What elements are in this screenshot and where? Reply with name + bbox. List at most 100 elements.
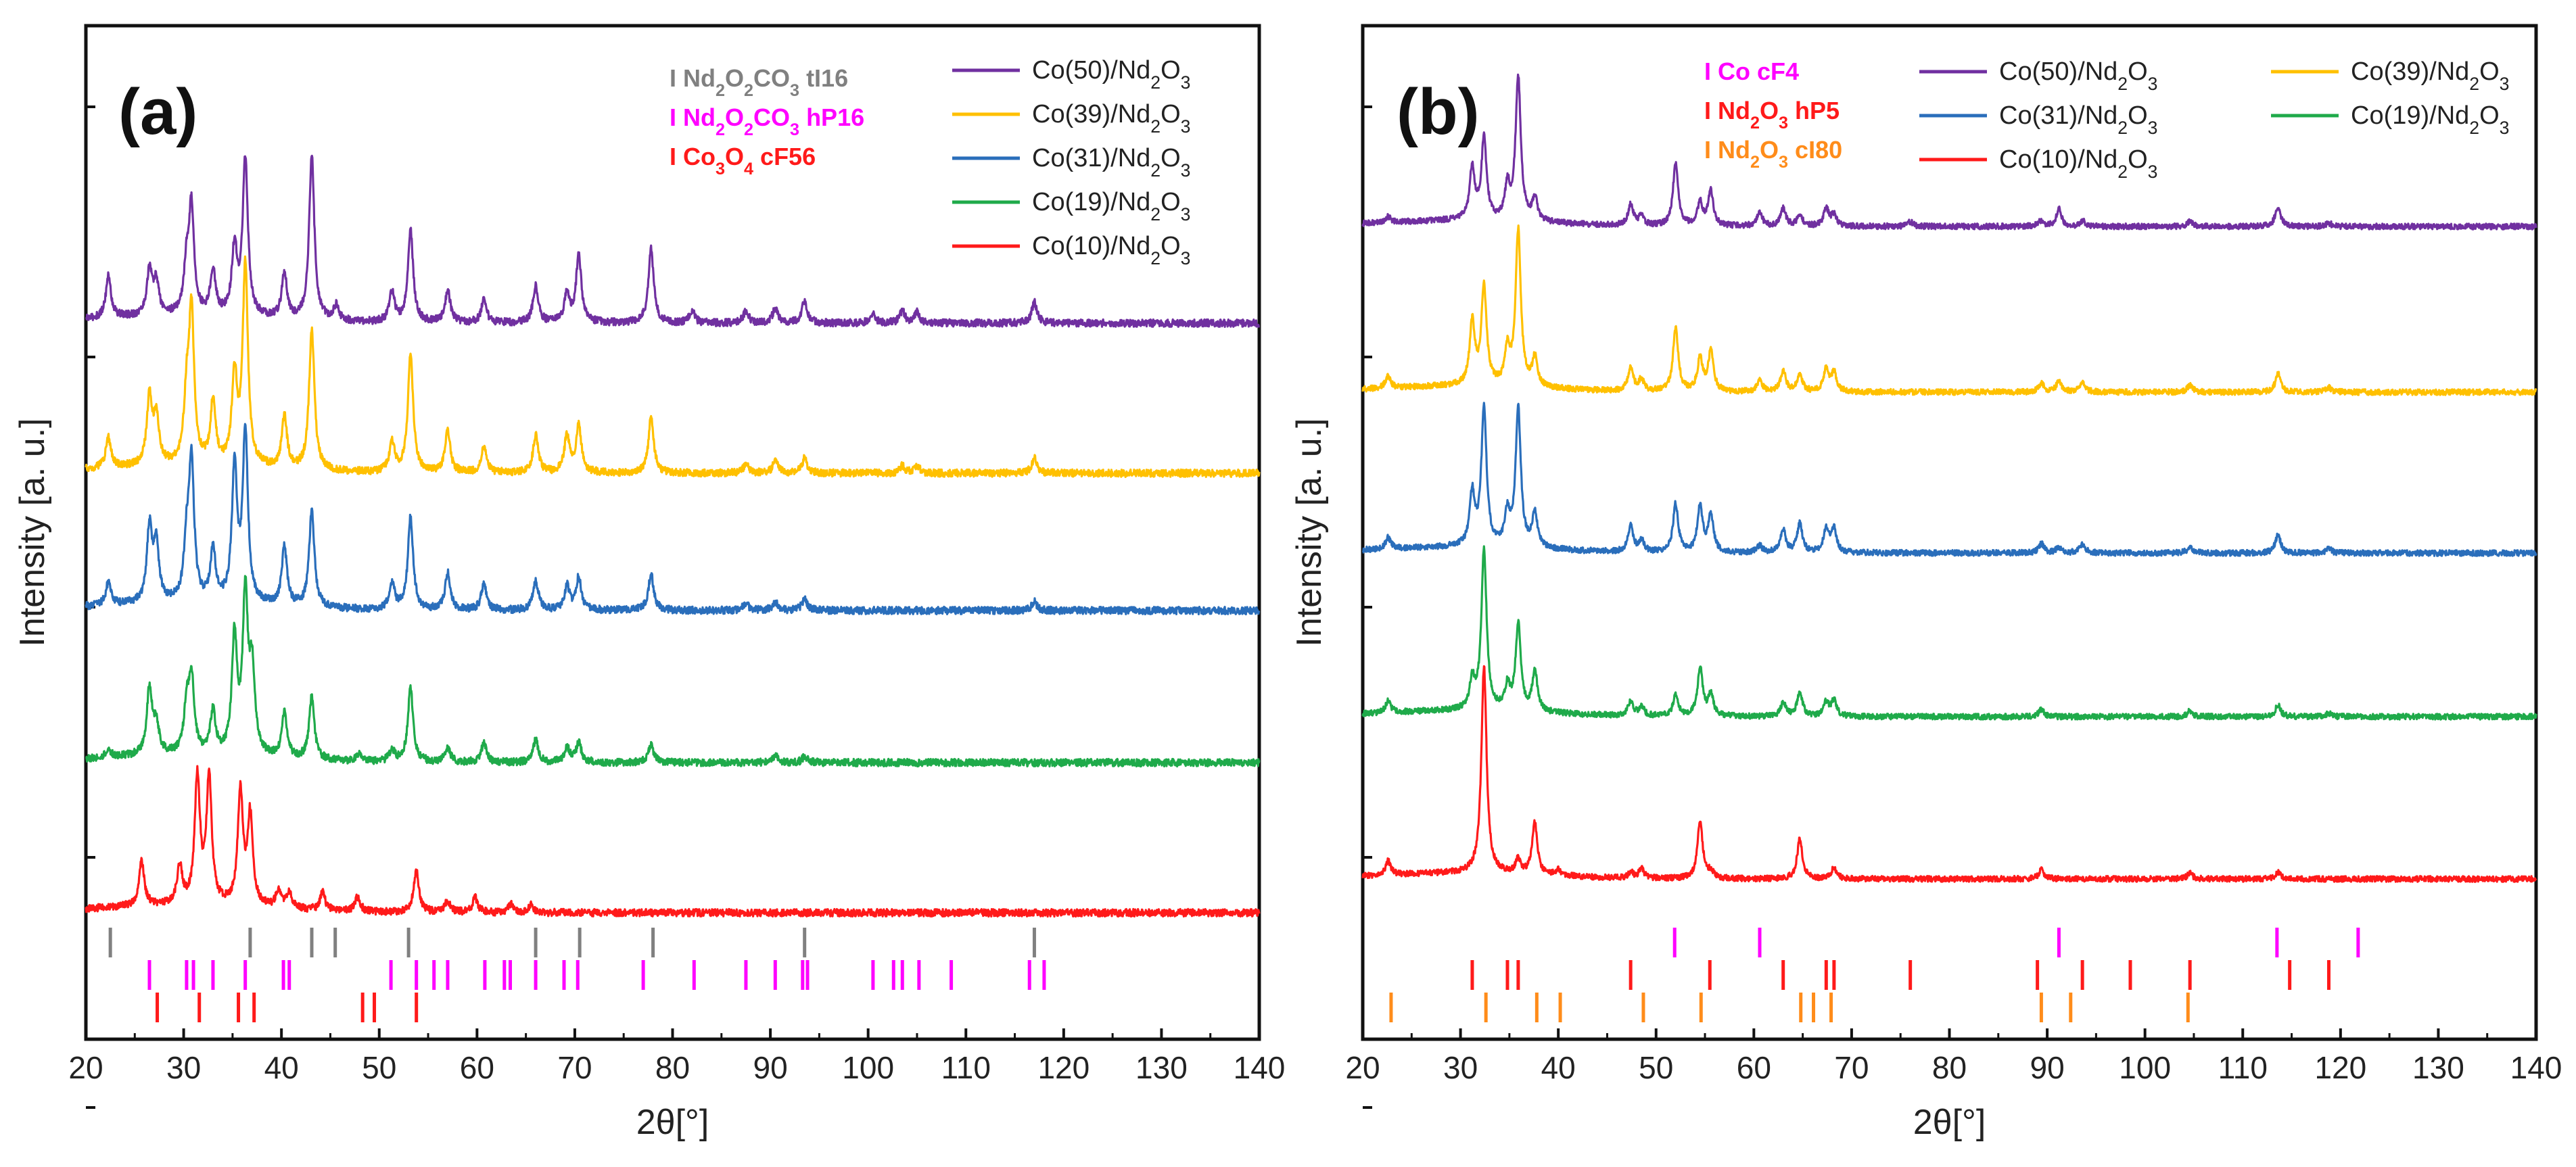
legend-label-part: Co(39)/Nd bbox=[2351, 57, 2469, 86]
series-line-2 bbox=[85, 423, 1261, 616]
reference-legend-2: I Nd2O3 cI80 bbox=[1704, 136, 1842, 172]
reference-legend-1-part: I Nd bbox=[1704, 97, 1750, 124]
x-tick-label: 120 bbox=[2314, 1050, 2366, 1085]
x-tick-label: 140 bbox=[2510, 1050, 2562, 1085]
reference-legend-1-part: CO bbox=[753, 103, 790, 131]
reference-legend-0-part: tI16 bbox=[799, 64, 848, 92]
x-axis-title: 2θ[°] bbox=[636, 1103, 709, 1142]
reference-legend-0-part: O bbox=[725, 64, 744, 92]
legend-label-part: 3 bbox=[1181, 116, 1191, 137]
x-tick-label: 130 bbox=[2412, 1050, 2464, 1085]
legend-label-part: O bbox=[1161, 188, 1181, 216]
reference-legend-0: I Nd2O2CO3 tI16 bbox=[670, 64, 848, 100]
reference-legend-0-part: CO bbox=[753, 64, 790, 92]
legend-label-part: O bbox=[2479, 101, 2500, 130]
x-tick-label: 90 bbox=[753, 1050, 787, 1085]
series-line-4 bbox=[85, 765, 1261, 918]
x-axis: 20 30 40 50 60 70 80 90 100 110 120 130 140 bbox=[1345, 1028, 2562, 1085]
x-tick-label: 70 bbox=[1834, 1050, 1869, 1085]
x-axis-title: 2θ[°] bbox=[1913, 1103, 1986, 1142]
x-tick-label: 20 bbox=[1345, 1050, 1380, 1085]
panel-letter: (b) bbox=[1397, 76, 1480, 148]
series-line-3 bbox=[85, 575, 1261, 768]
reference-legend-0-part: 3 bbox=[790, 81, 799, 100]
reference-legend-0-part: I Co cF4 bbox=[1704, 57, 1799, 85]
y-ticks bbox=[1363, 105, 1372, 1109]
reference-legend-2-part: 3 bbox=[716, 160, 725, 178]
legend-label-part: O bbox=[1161, 56, 1181, 85]
reference-legend-1-part: hP16 bbox=[799, 103, 864, 131]
x-tick-label: 20 bbox=[68, 1050, 103, 1085]
legend-label-part: O bbox=[1161, 144, 1181, 172]
x-tick-label: 30 bbox=[166, 1050, 201, 1085]
x-tick-label: 110 bbox=[2218, 1050, 2268, 1085]
reference-legend-1-part: 3 bbox=[790, 120, 799, 139]
legend-label: Co(10)/Nd2O3 bbox=[1999, 145, 2157, 182]
x-tick-label: 40 bbox=[1541, 1050, 1576, 1085]
x-tick-label: 130 bbox=[1135, 1050, 1188, 1085]
reference-legend-1-part: I Nd bbox=[670, 103, 716, 131]
x-tick-label: 90 bbox=[2030, 1050, 2064, 1085]
panel-a: 20 30 40 50 60 70 80 90 100 110 120 130 140 2θ[°] Inte… bbox=[13, 24, 1285, 1142]
plot-frame bbox=[84, 24, 1261, 1041]
reference-ticks-2 bbox=[1389, 993, 2190, 1022]
legend-label-part: Co(19)/Nd bbox=[2351, 101, 2469, 130]
legend-item-3: Co(19)/Nd2O3 bbox=[2271, 101, 2509, 138]
legend-item-2: Co(31)/Nd2O3 bbox=[952, 144, 1190, 181]
legend-label-part: 3 bbox=[2148, 118, 2158, 138]
legend-label-part: Co(50)/Nd bbox=[1032, 56, 1150, 85]
legend-label-part: Co(31)/Nd bbox=[1032, 144, 1150, 172]
reference-ticks-0 bbox=[1672, 928, 2360, 957]
legend-item-0: Co(50)/Nd2O3 bbox=[952, 56, 1190, 93]
reference-legend-1-part: 2 bbox=[744, 120, 753, 139]
reference-legend-1: I Nd2O3 hP5 bbox=[1704, 97, 1840, 133]
legend-label-part: 2 bbox=[2469, 118, 2479, 138]
legend-label-part: O bbox=[2128, 101, 2148, 130]
series-line-4 bbox=[1361, 665, 2537, 883]
reference-legend-2: I Co3O4 cF56 bbox=[670, 143, 816, 178]
legend-label-part: 2 bbox=[2469, 74, 2479, 94]
y-axis-title: Intensity [a. u.] bbox=[1290, 418, 1329, 646]
legend-item-4: Co(10)/Nd2O3 bbox=[1919, 145, 2157, 182]
legend-label-part: 3 bbox=[2148, 74, 2158, 94]
x-tick-label: 70 bbox=[557, 1050, 592, 1085]
legend-label-part: 3 bbox=[1181, 204, 1191, 224]
legend-label-part: 2 bbox=[1150, 72, 1161, 93]
legend-item-2: Co(31)/Nd2O3 bbox=[1919, 101, 2157, 138]
reference-ticks-1 bbox=[147, 960, 1046, 990]
series-line-0 bbox=[1361, 73, 2537, 231]
reference-legend-2-part: cI80 bbox=[1788, 136, 1842, 164]
reference-legend-2-part: cF56 bbox=[753, 143, 816, 170]
series-line-0 bbox=[85, 154, 1261, 328]
y-axis-title: Intensity [a. u.] bbox=[13, 418, 52, 646]
legend-label-part: 2 bbox=[1150, 248, 1161, 268]
legend-item-0: Co(50)/Nd2O3 bbox=[1919, 57, 2157, 94]
x-tick-label: 60 bbox=[1737, 1050, 1771, 1085]
x-tick-label: 120 bbox=[1037, 1050, 1090, 1085]
legend-label-part: Co(10)/Nd bbox=[1032, 232, 1150, 260]
series-line-3 bbox=[1361, 545, 2537, 721]
reference-ticks-0 bbox=[108, 928, 1036, 957]
reference-legend-0-part: 2 bbox=[744, 81, 753, 100]
legend-item-1: Co(39)/Nd2O3 bbox=[2271, 57, 2509, 94]
reference-legend-1-part: 3 bbox=[1779, 114, 1788, 133]
legend-label-part: 2 bbox=[2117, 118, 2128, 138]
reference-legend-2-part: O bbox=[1760, 136, 1779, 164]
legend-label: Co(50)/Nd2O3 bbox=[1999, 57, 2157, 94]
reference-legend-0-part: I Nd bbox=[670, 64, 716, 92]
reference-legend-2-part: 3 bbox=[1779, 153, 1788, 172]
series-line-1 bbox=[1361, 224, 2537, 396]
reference-legend-2-part: I Nd bbox=[1704, 136, 1750, 164]
legend-label-part: Co(50)/Nd bbox=[1999, 57, 2117, 86]
legend-label-part: 3 bbox=[2500, 118, 2510, 138]
x-tick-label: 100 bbox=[2119, 1050, 2171, 1085]
x-tick-label: 80 bbox=[1932, 1050, 1967, 1085]
legend-label: Co(31)/Nd2O3 bbox=[1032, 144, 1190, 181]
reference-legend-1-part: 2 bbox=[1750, 114, 1760, 133]
x-tick-label: 50 bbox=[1639, 1050, 1673, 1085]
series-line-2 bbox=[1361, 402, 2537, 557]
reference-legend-1-part: hP5 bbox=[1788, 97, 1840, 124]
legend-label-part: Co(39)/Nd bbox=[1032, 100, 1150, 128]
panel-letter: (a) bbox=[118, 76, 197, 148]
legend-label: Co(50)/Nd2O3 bbox=[1032, 56, 1190, 93]
